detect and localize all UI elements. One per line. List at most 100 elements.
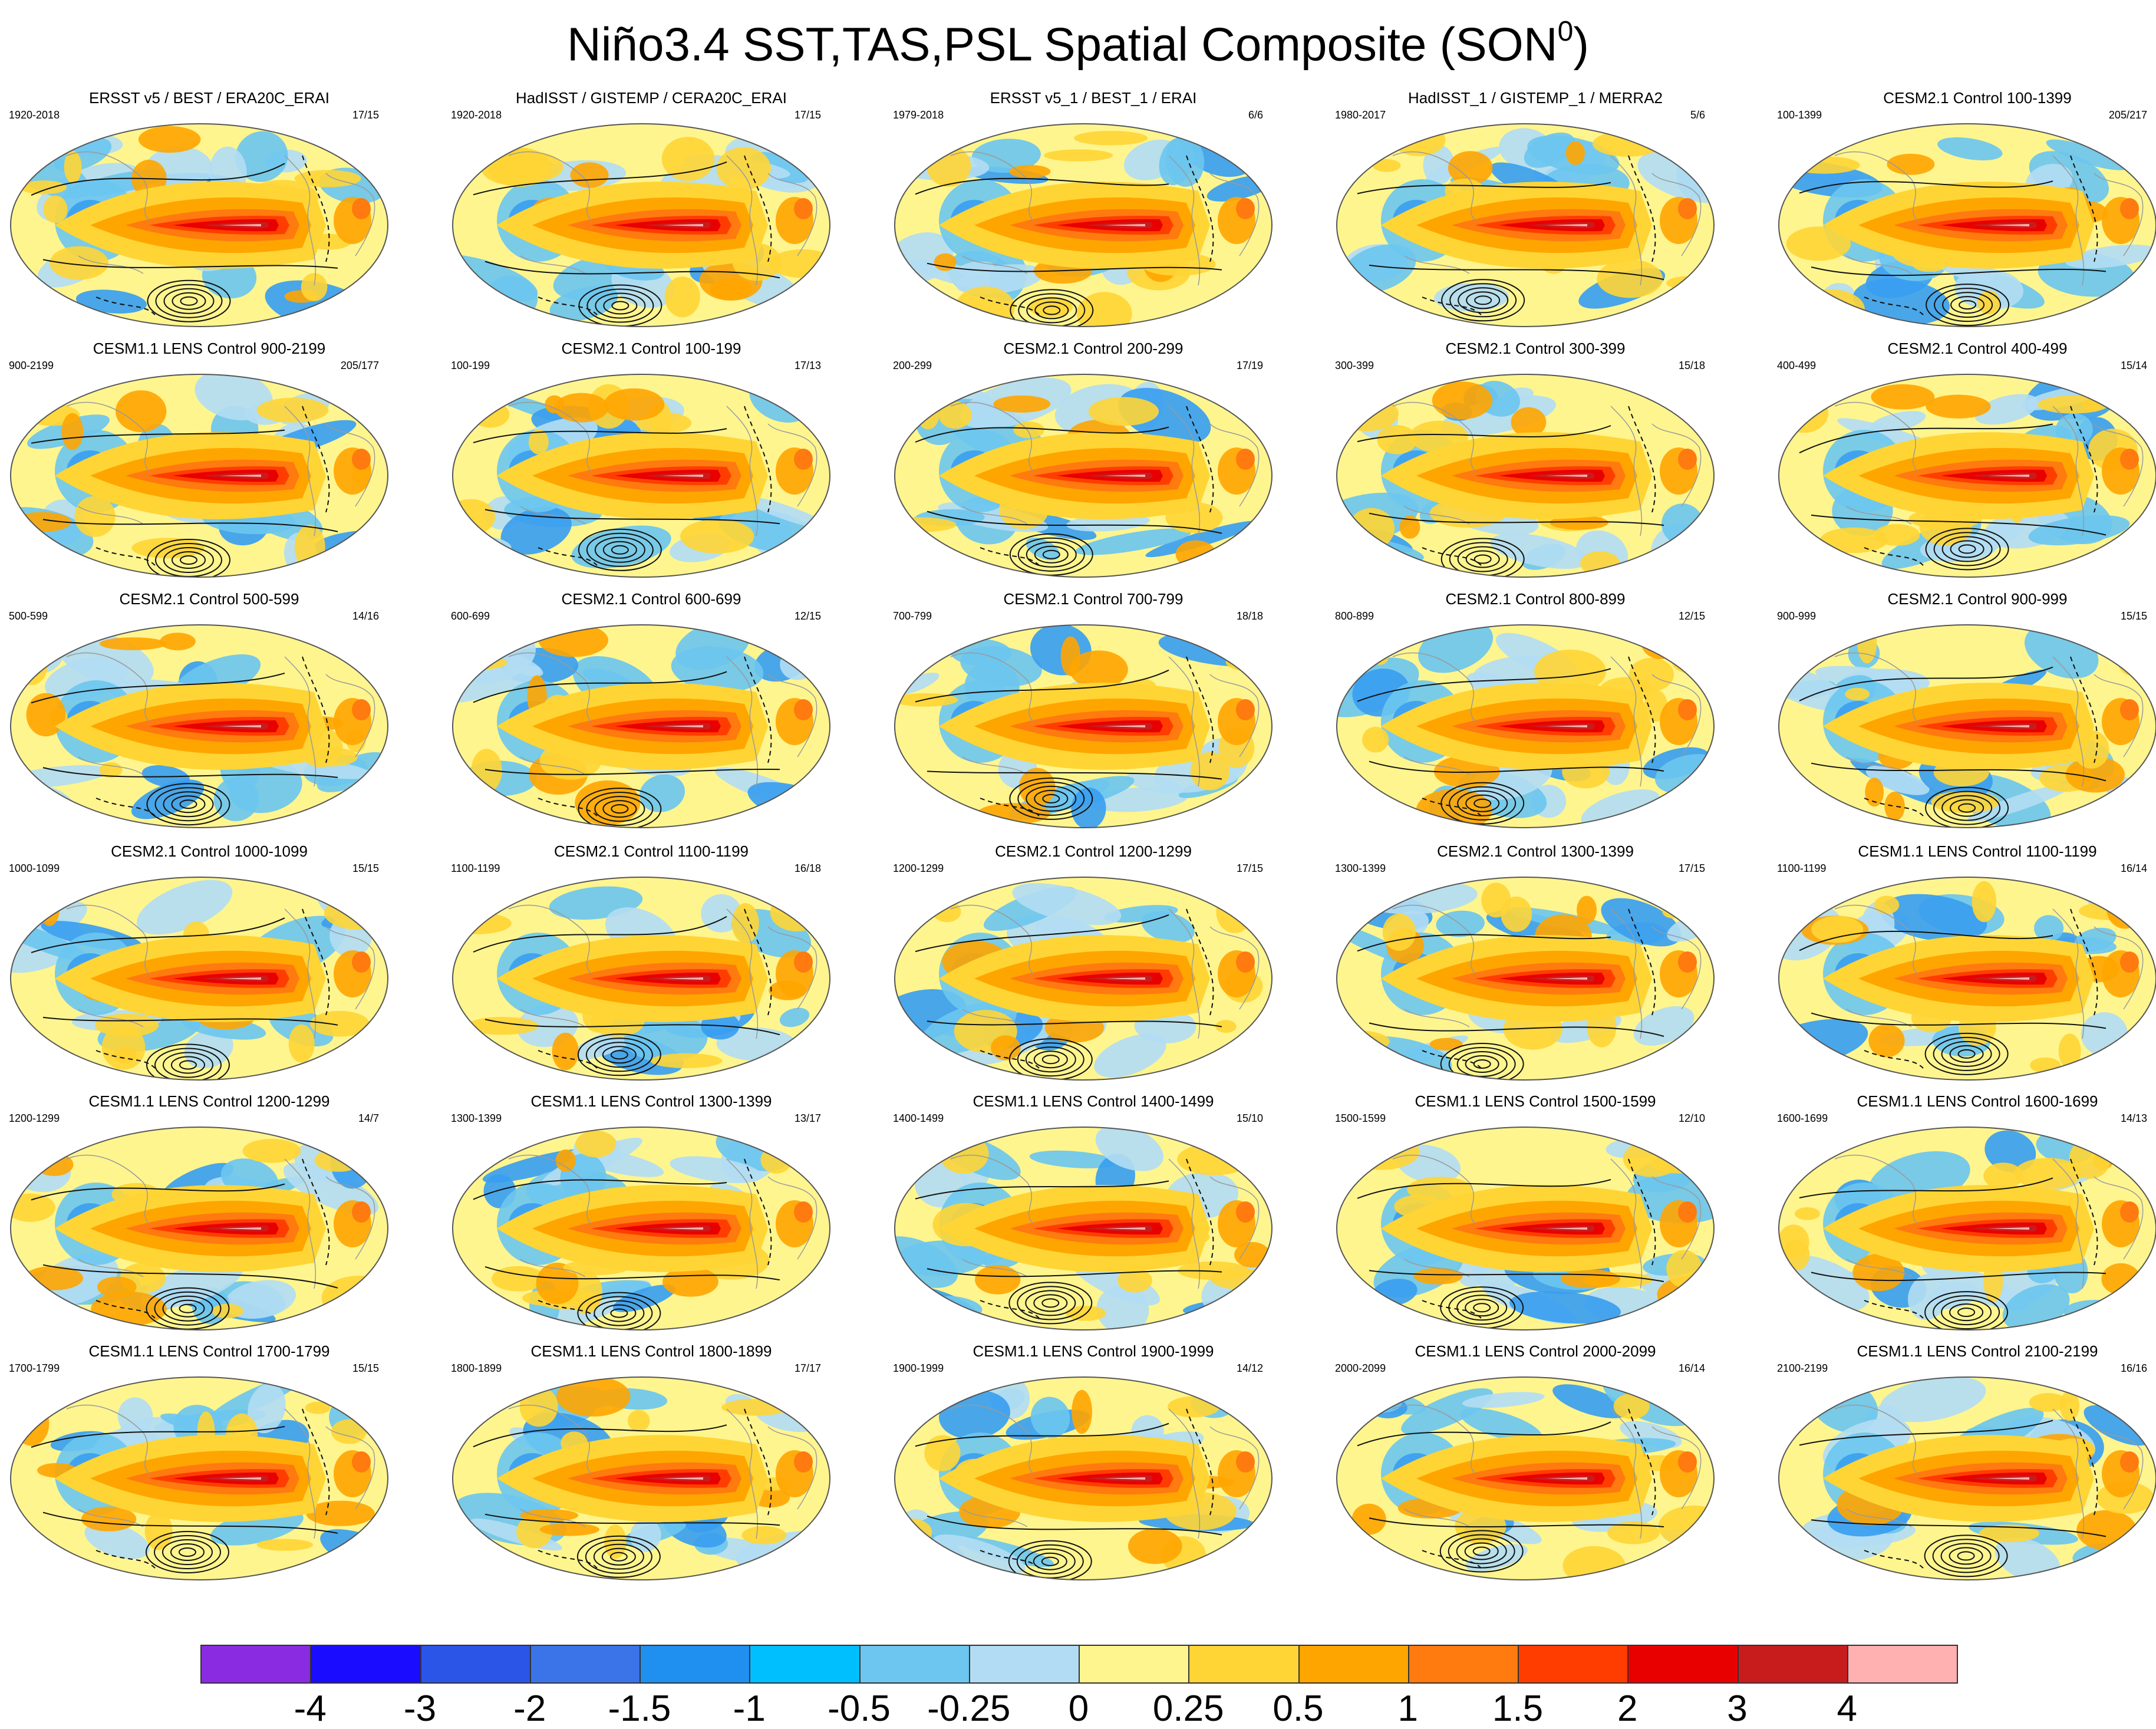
psl-contour-ring <box>1018 293 1086 327</box>
cool-anomaly-patch <box>1974 394 2039 425</box>
warm-anomaly-patch <box>453 1140 518 1158</box>
panel-title: CESM2.1 Control 500-599 <box>119 590 299 608</box>
warm-anomaly-patch <box>487 147 552 187</box>
africa-warm-core <box>2120 951 2139 973</box>
colorbar-swatch <box>1407 1645 1519 1684</box>
coastline <box>520 1009 586 1027</box>
psl-contour-dashed <box>1864 1300 1924 1319</box>
panel-years: 1920-2018 <box>451 109 502 121</box>
africa-warm-core <box>2120 198 2139 219</box>
panel-event-count: 14/16 <box>352 610 379 622</box>
colorbar-label: -0.5 <box>828 1688 891 1729</box>
panel-event-count: 17/15 <box>1236 862 1263 874</box>
psl-contour-ring <box>1449 786 1517 821</box>
warm-tongue-peak <box>1546 475 1587 477</box>
psl-contour-dashed <box>980 1300 1040 1319</box>
map-border <box>894 1127 1272 1330</box>
warm-tongue-peak <box>220 725 261 727</box>
psl-contour-ring <box>594 1300 645 1326</box>
panel-years: 1700-1799 <box>9 1362 60 1374</box>
cool-anomaly-patch <box>2109 1040 2155 1072</box>
psl-contour-ring <box>1949 1303 1984 1322</box>
africa-warm-core <box>2120 1201 2139 1223</box>
psl-contours <box>1799 656 2106 828</box>
africa-warm-core <box>1678 951 1697 973</box>
psl-contour-line <box>31 672 285 704</box>
cool-anomaly-patch <box>1509 1291 1621 1324</box>
psl-contour-ring <box>1473 1303 1491 1313</box>
psl-contour-ring <box>611 545 629 555</box>
warm-anomaly-patch <box>324 896 388 930</box>
psl-contour-line <box>484 1266 780 1281</box>
psl-contour-line <box>915 914 1169 953</box>
panel-title: CESM1.1 LENS Control 2100-2199 <box>1857 1342 2098 1360</box>
warm-anomaly-patch <box>1429 1038 1463 1051</box>
map-panel: ERSST v5_1 / BEST_1 / ERAI 1979-2018 6/6 <box>887 88 1300 336</box>
psl-contour-ring <box>1473 798 1492 808</box>
warm-anomaly-patch <box>1178 1261 1250 1280</box>
warm-anomaly-patch <box>552 1032 579 1071</box>
psl-contours <box>915 656 1222 820</box>
panel-years: 600-699 <box>451 610 490 622</box>
africa-warm-core <box>352 1201 371 1223</box>
warm-anomaly-patch <box>1819 527 1888 554</box>
psl-contours <box>915 1158 1222 1325</box>
panel-years: 1979-2018 <box>893 109 944 121</box>
psl-contour-ring <box>1933 532 2001 567</box>
cool-anomaly-patch <box>1071 788 1106 828</box>
warm-anomaly-patch <box>2118 646 2145 676</box>
psl-contour-ring <box>585 1038 653 1072</box>
cool-anomaly-patch <box>549 286 618 321</box>
warm-anomaly-patch <box>1448 151 1493 185</box>
psl-contour-ring <box>593 1543 644 1570</box>
coastline <box>1392 1154 1476 1224</box>
warm-anomaly-patch <box>554 393 609 423</box>
coastline <box>325 173 375 256</box>
psl-contour-ring <box>155 284 223 318</box>
psl-contour-line <box>473 915 727 953</box>
colorbar-swatch <box>200 1645 312 1684</box>
warm-anomaly-patch <box>1977 290 2000 315</box>
map-panel: CESM2.1 Control 500-599 500-599 14/16 <box>3 589 416 837</box>
psl-contours <box>31 656 338 826</box>
psl-contour-line <box>1369 264 1664 281</box>
warm-anomaly-patch <box>1865 778 1884 807</box>
coastline <box>325 1426 375 1510</box>
coastline <box>1834 1154 1918 1224</box>
map-border <box>452 1376 830 1580</box>
panel-title: CESM2.1 Control 1300-1399 <box>1437 842 1634 860</box>
panel-years: 500-599 <box>9 610 48 622</box>
psl-contour-dashed <box>538 297 598 315</box>
composite-map <box>894 1127 1272 1330</box>
cool-anomaly-patch <box>958 261 995 276</box>
panel-years: 1200-1299 <box>893 862 944 874</box>
coastline <box>1846 1259 1912 1277</box>
panel-title: CESM2.1 Control 300-399 <box>1445 340 1626 357</box>
warm-anomaly-patch <box>528 429 549 455</box>
psl-contour-ring <box>578 788 662 828</box>
coastline <box>1404 1259 1470 1277</box>
panel-years: 1300-1399 <box>1335 862 1386 874</box>
coastline <box>325 1176 375 1260</box>
map-border <box>1336 624 1715 828</box>
coastline <box>66 401 150 472</box>
coastline <box>767 423 817 507</box>
psl-contour-dashed <box>95 297 156 315</box>
panel-event-count: 14/13 <box>2120 1112 2147 1124</box>
coastline <box>78 506 144 525</box>
map-panel: CESM2.1 Control 100-199 100-199 17/13 <box>445 339 858 587</box>
panel-event-count: 15/14 <box>2120 360 2147 371</box>
panel-years: 900-999 <box>1777 610 1817 622</box>
map-border <box>1778 374 2156 578</box>
psl-contour-line <box>31 163 285 196</box>
warm-tongue-peak <box>1104 475 1145 477</box>
warm-anomaly-patch <box>1560 1269 1620 1289</box>
psl-contour-line <box>1357 425 1611 443</box>
psl-contour-ring <box>162 1295 213 1322</box>
warm-anomaly-patch <box>1343 1132 1420 1170</box>
coastline <box>726 1408 759 1539</box>
psl-contour-ring <box>1034 301 1069 320</box>
coastline <box>726 908 759 1039</box>
psl-contour-ring <box>1043 305 1061 315</box>
panel-years: 1100-1199 <box>451 862 500 874</box>
